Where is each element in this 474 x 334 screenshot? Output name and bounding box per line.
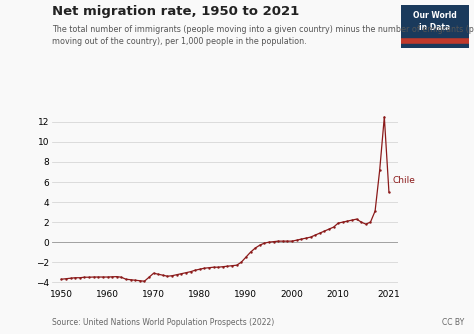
Point [307, 234, 314, 240]
Text: The total number of immigrants (people moving into a given country) minus the nu: The total number of immigrants (people m… [52, 25, 474, 46]
Point [242, 255, 250, 260]
Text: Chile: Chile [392, 176, 416, 184]
Point [367, 219, 374, 225]
Point [357, 219, 365, 225]
Point [237, 260, 245, 265]
Point [187, 269, 194, 274]
Point [94, 274, 102, 280]
Point [168, 273, 176, 278]
Point [219, 264, 227, 269]
Point [122, 277, 130, 282]
Point [191, 268, 199, 273]
Point [302, 235, 310, 241]
Point [57, 277, 65, 282]
Point [233, 263, 240, 268]
Point [155, 272, 162, 277]
Point [164, 274, 171, 279]
Point [113, 274, 120, 279]
Point [173, 272, 181, 277]
Point [131, 278, 139, 283]
Point [159, 273, 167, 278]
Point [339, 219, 346, 225]
Point [288, 238, 296, 244]
Point [99, 274, 107, 280]
Text: Net migration rate, 1950 to 2021: Net migration rate, 1950 to 2021 [52, 5, 300, 18]
Point [141, 279, 148, 284]
Point [371, 208, 379, 214]
Point [353, 216, 360, 222]
Point [265, 239, 273, 245]
Point [362, 221, 370, 227]
Point [72, 275, 79, 280]
Point [334, 220, 342, 226]
Point [316, 230, 324, 236]
Point [251, 245, 259, 251]
Point [279, 238, 287, 244]
Point [81, 275, 88, 280]
Point [201, 266, 208, 271]
Text: Source: United Nations World Population Prospects (2022): Source: United Nations World Population … [52, 318, 274, 327]
Point [182, 270, 190, 275]
Point [85, 275, 93, 280]
Point [118, 275, 125, 280]
Point [376, 167, 383, 173]
Point [90, 274, 98, 280]
Point [298, 236, 305, 242]
Point [205, 265, 213, 271]
Point [210, 265, 218, 270]
Point [261, 240, 268, 246]
Point [104, 274, 111, 280]
Point [136, 278, 144, 283]
Point [381, 114, 388, 120]
Text: CC BY: CC BY [442, 318, 465, 327]
Point [320, 228, 328, 234]
Point [224, 264, 231, 269]
Point [311, 232, 319, 238]
Point [145, 275, 153, 280]
Point [385, 189, 393, 195]
Point [293, 237, 301, 243]
Point [178, 271, 185, 277]
Point [330, 224, 337, 230]
Point [344, 218, 351, 224]
Point [109, 274, 116, 280]
Text: Our World
in Data: Our World in Data [413, 11, 457, 31]
Point [274, 238, 282, 244]
Point [228, 263, 236, 269]
Point [348, 217, 356, 223]
Point [67, 276, 74, 281]
Point [247, 249, 255, 255]
Point [127, 277, 134, 282]
Point [256, 242, 264, 248]
Point [325, 226, 333, 232]
Point [62, 276, 70, 281]
Point [150, 271, 157, 276]
Point [214, 265, 222, 270]
Point [270, 239, 277, 244]
Point [76, 275, 83, 280]
Point [196, 267, 203, 272]
Point [283, 238, 291, 244]
